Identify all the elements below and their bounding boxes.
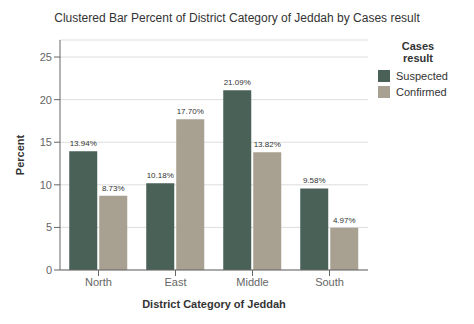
svg-text:21.09%: 21.09% — [224, 78, 251, 87]
svg-text:East: East — [164, 276, 186, 288]
svg-text:North: North — [85, 276, 112, 288]
svg-text:15: 15 — [40, 136, 52, 148]
svg-text:South: South — [315, 276, 344, 288]
svg-text:8.73%: 8.73% — [102, 184, 125, 193]
svg-text:5: 5 — [46, 221, 52, 233]
html-text:Confirmed: Confirmed — [396, 86, 447, 98]
svg-text:9.58%: 9.58% — [303, 176, 326, 185]
svg-text:District Category of Jeddah: District Category of Jeddah — [142, 298, 286, 310]
svg-text:4.97%: 4.97% — [333, 216, 356, 225]
html-text:Clustered Bar Percent of Distr: Clustered Bar Percent of District Catego… — [54, 11, 420, 25]
svg-text:Percent: Percent — [14, 134, 26, 175]
svg-text:10: 10 — [40, 179, 52, 191]
svg-text:25: 25 — [40, 51, 52, 63]
svg-text:20: 20 — [40, 94, 52, 106]
svg-text:13.94%: 13.94% — [70, 139, 97, 148]
svg-text:10.18%: 10.18% — [147, 171, 174, 180]
html-text:Cases result: Cases result — [401, 40, 435, 64]
svg-text:17.70%: 17.70% — [177, 107, 204, 116]
svg-text:Middle: Middle — [236, 276, 268, 288]
svg-text:0: 0 — [46, 264, 52, 276]
html-text:Suspected: Suspected — [396, 70, 448, 82]
svg-text:13.82%: 13.82% — [254, 140, 281, 149]
